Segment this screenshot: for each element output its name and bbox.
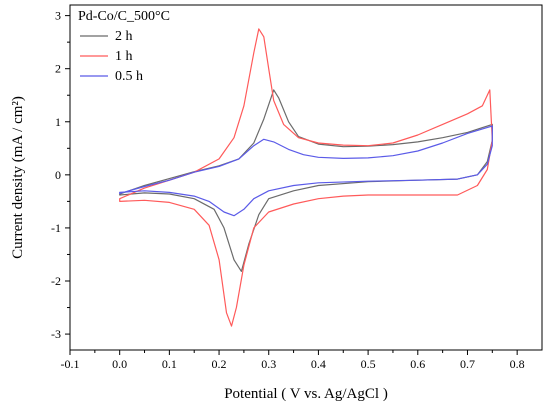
y-tick-label: -3 xyxy=(51,327,61,341)
y-tick-label: -2 xyxy=(51,274,61,288)
y-tick-label: 1 xyxy=(55,115,61,129)
y-tick-label: -1 xyxy=(51,221,61,235)
y-tick-label: 2 xyxy=(55,62,61,76)
x-tick-label: 0.0 xyxy=(112,357,127,371)
legend-title: Pd-Co/C_500°C xyxy=(78,9,170,24)
legend-label-2: 0.5 h xyxy=(115,69,143,84)
x-tick-label: 0.6 xyxy=(410,357,425,371)
series-line-2 xyxy=(119,125,493,217)
x-tick-label: 0.8 xyxy=(510,357,525,371)
x-tick-label: 0.5 xyxy=(361,357,376,371)
axis-ticks: -0.1 0.0 0.1 0.2 0.3 0.4 0.5 0.6 0.7 0.8 -3 -2 -1 0 1 2… xyxy=(51,9,525,371)
x-tick-label: 0.3 xyxy=(261,357,276,371)
x-axis-title: Potential ( V vs. Ag/AgCl ) xyxy=(224,386,388,402)
series-line-1 xyxy=(119,28,493,327)
series-layer xyxy=(119,28,493,327)
y-tick-label: 3 xyxy=(55,9,61,23)
x-tick-label: 0.2 xyxy=(212,357,227,371)
legend: Pd-Co/C_500°C 2 h 1 h 0.5 h xyxy=(78,9,170,84)
legend-label-1: 1 h xyxy=(115,49,133,64)
x-tick-label: 0.4 xyxy=(311,357,326,371)
x-tick-label: -0.1 xyxy=(61,357,80,371)
y-axis-title: Current density (mA / cm²) xyxy=(10,96,26,259)
legend-label-0: 2 h xyxy=(115,29,133,44)
x-tick-label: 0.7 xyxy=(460,357,475,371)
x-tick-label: 0.1 xyxy=(162,357,177,371)
plot-frame xyxy=(69,4,543,351)
series-line-0 xyxy=(119,89,493,272)
y-tick-label: 0 xyxy=(55,168,61,182)
legend-entries: 2 h 1 h 0.5 h xyxy=(80,29,143,84)
